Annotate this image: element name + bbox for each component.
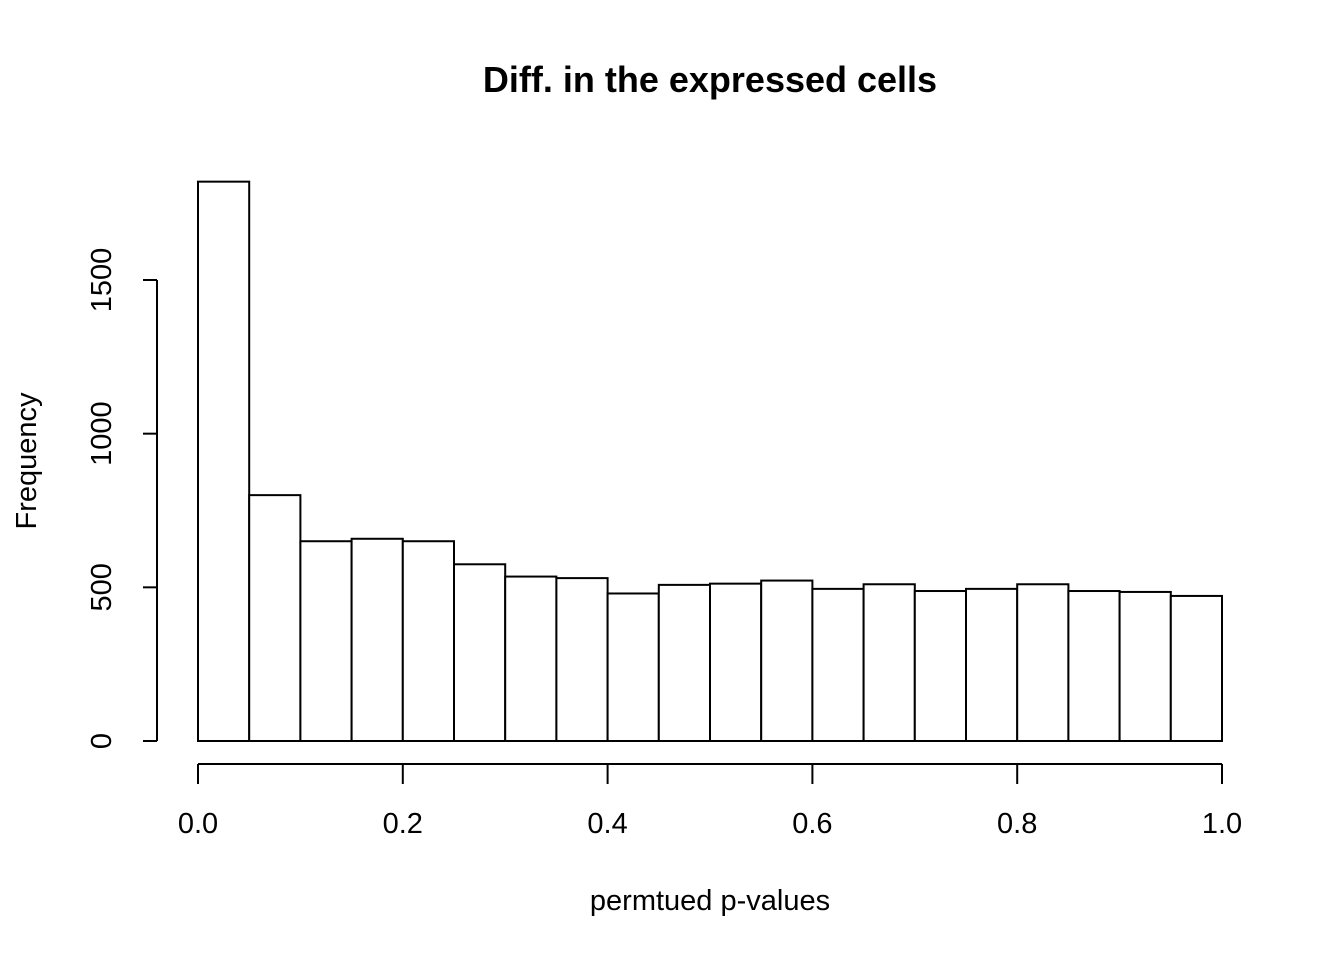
histogram-bar	[248, 494, 302, 742]
histogram-bar	[811, 587, 865, 742]
histogram-bar	[965, 587, 1019, 742]
y-tick-label: 1500	[86, 248, 118, 313]
histogram-bar	[760, 579, 814, 743]
y-tick-label: 500	[86, 563, 118, 611]
histogram-bar	[299, 540, 353, 742]
histogram-bar	[709, 582, 763, 742]
histogram-bar	[862, 583, 916, 743]
histogram-bar	[401, 540, 455, 742]
histogram-bar	[606, 592, 660, 742]
histogram-bar	[657, 583, 711, 743]
x-tick-label: 0.0	[178, 808, 218, 840]
histogram-bars	[197, 180, 1224, 743]
x-tick-label: 1.0	[1202, 808, 1242, 840]
histogram-bar	[1067, 590, 1121, 743]
histogram-bar	[197, 180, 251, 743]
histogram-bar	[913, 590, 967, 743]
y-axis-label: Frequency	[11, 392, 43, 530]
y-tick-label: 1000	[86, 401, 118, 466]
x-tick-label: 0.2	[383, 808, 423, 840]
histogram-bar	[1118, 590, 1172, 743]
histogram-bar	[453, 563, 507, 742]
chart-title: Diff. in the expressed cells	[483, 59, 937, 100]
x-tick-label: 0.8	[997, 808, 1037, 840]
histogram-bar	[1169, 594, 1224, 742]
x-axis: 0.0 0.2 0.4 0.6 0.8 1.0	[178, 763, 1242, 840]
x-tick-label: 0.4	[587, 808, 627, 840]
y-axis: 0 500 1000 1500	[86, 248, 158, 749]
x-axis-label: permtued p-values	[590, 885, 830, 917]
histogram-bar	[350, 537, 404, 742]
histogram-bar	[504, 575, 558, 742]
y-tick-label: 0	[86, 733, 118, 749]
histogram-bar	[1016, 583, 1070, 743]
x-tick-label: 0.6	[792, 808, 832, 840]
histogram-bar	[555, 577, 609, 743]
